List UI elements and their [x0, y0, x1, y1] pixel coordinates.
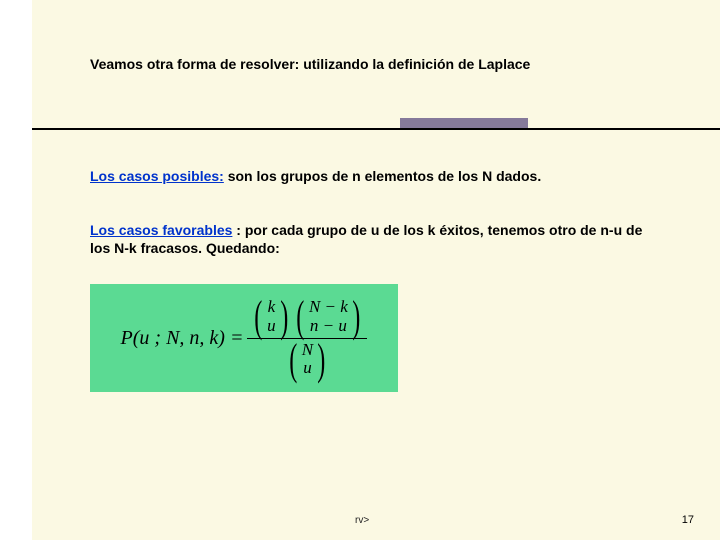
formula-lhs: P(u ; N, n, k) = — [121, 327, 244, 350]
binom3-bottom: u — [303, 359, 312, 378]
divider-accent — [400, 118, 528, 128]
binom2-bottom: n − u — [310, 317, 347, 336]
binom-Nk-nu: ( N − k n − u ) — [293, 298, 363, 335]
binom-N-u: ( N u ) — [286, 341, 329, 378]
paragraph-casos-favorables: Los casos favorables : por cada grupo de… — [90, 222, 650, 257]
keyword-favorables: Los casos favorables — [90, 222, 232, 238]
divider-line — [32, 128, 720, 130]
text-posibles: son los grupos de n elementos de los N d… — [224, 168, 541, 184]
keyword-posibles: Los casos posibles: — [90, 168, 224, 184]
left-sidebar — [0, 0, 32, 540]
page-number: 17 — [682, 514, 694, 526]
binom1-bottom: u — [267, 317, 276, 336]
binom1-top: k — [268, 298, 276, 317]
formula-fraction: ( k u ) ( N − k n − u ) — [247, 296, 367, 380]
binom3-top: N — [302, 341, 313, 360]
fraction-numerator: ( k u ) ( N − k n − u ) — [247, 296, 367, 337]
formula: P(u ; N, n, k) = ( k u ) ( N − k — [121, 296, 368, 380]
binom2-top: N − k — [309, 298, 348, 317]
formula-box: P(u ; N, n, k) = ( k u ) ( N − k — [90, 284, 398, 392]
paragraph-casos-posibles: Los casos posibles: son los grupos de n … — [90, 168, 650, 186]
slide-title: Veamos otra forma de resolver: utilizand… — [90, 56, 670, 72]
binom-k-u: ( k u ) — [251, 298, 291, 335]
slide: Veamos otra forma de resolver: utilizand… — [0, 0, 720, 540]
fraction-denominator: ( N u ) — [282, 339, 333, 380]
footer-stray-text: rv> — [355, 515, 369, 526]
